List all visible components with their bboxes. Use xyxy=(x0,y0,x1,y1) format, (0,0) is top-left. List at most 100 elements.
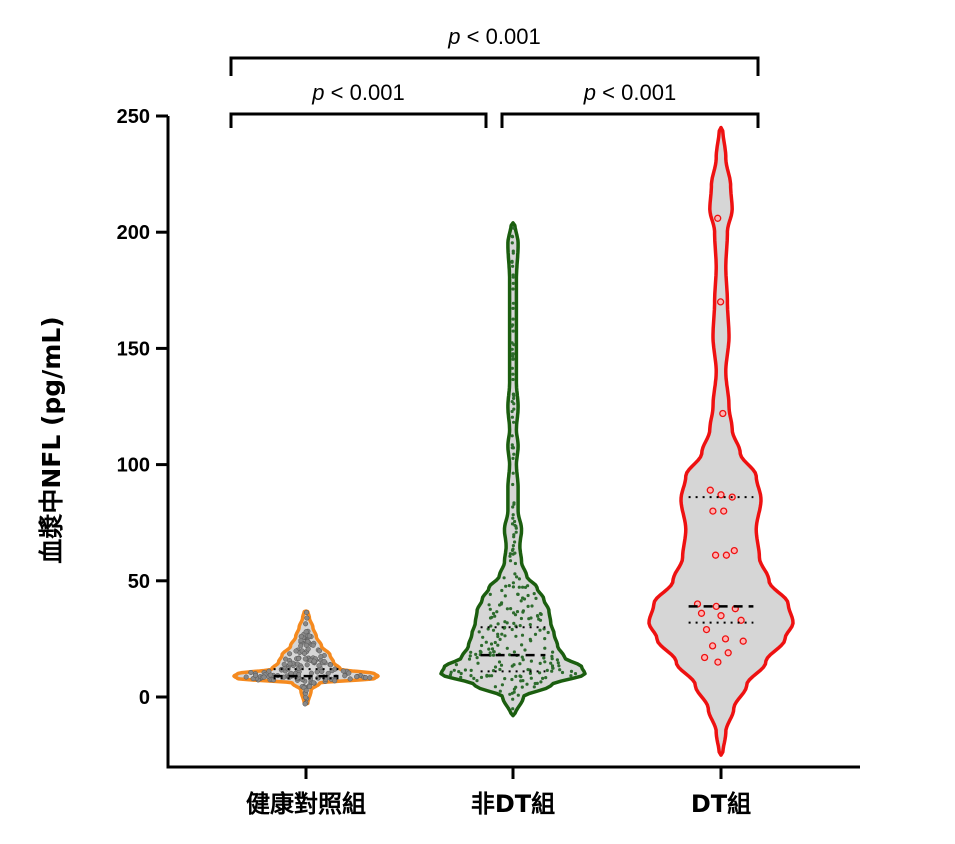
data-point xyxy=(511,251,515,255)
data-point xyxy=(507,584,511,588)
data-point xyxy=(363,675,369,681)
data-point xyxy=(303,621,309,627)
significance-brackets: p < 0.001 p < 0.001 p < 0.001 xyxy=(229,24,760,128)
data-point xyxy=(510,627,514,632)
data-point xyxy=(711,551,720,559)
data-point xyxy=(467,657,472,661)
data-point xyxy=(504,584,508,588)
data-point xyxy=(706,486,714,494)
data-point xyxy=(510,443,514,447)
data-point xyxy=(484,640,488,644)
data-point xyxy=(516,592,520,597)
data-point xyxy=(551,650,555,654)
data-point xyxy=(314,669,320,675)
data-point xyxy=(532,592,536,596)
y-tick-label: 200 xyxy=(117,222,150,244)
data-point xyxy=(514,634,518,638)
data-point xyxy=(517,585,521,589)
data-point xyxy=(512,621,516,626)
data-point xyxy=(293,648,299,654)
data-point xyxy=(543,637,547,641)
data-point xyxy=(523,648,527,652)
data-point xyxy=(716,298,725,306)
data-point xyxy=(510,691,514,695)
data-point xyxy=(487,603,491,607)
data-point xyxy=(510,260,514,264)
data-point xyxy=(459,675,463,679)
data-point xyxy=(493,685,497,689)
data-point xyxy=(261,674,267,680)
data-point xyxy=(325,670,331,676)
data-point xyxy=(489,642,494,646)
data-point xyxy=(520,633,525,637)
data-point xyxy=(346,670,352,676)
data-point xyxy=(489,624,493,628)
data-point xyxy=(491,628,496,632)
data-point xyxy=(503,620,507,624)
data-point xyxy=(521,609,526,613)
data-point xyxy=(700,653,709,662)
data-point xyxy=(296,655,302,662)
data-point xyxy=(463,668,467,672)
data-point xyxy=(485,674,489,678)
data-point xyxy=(498,637,502,642)
data-point xyxy=(475,679,479,683)
data-point xyxy=(514,530,518,534)
data-point xyxy=(318,654,324,660)
data-point xyxy=(287,661,293,667)
data-point xyxy=(266,668,272,674)
data-point xyxy=(541,676,545,681)
data-point xyxy=(319,668,325,675)
data-point xyxy=(525,682,529,686)
data-point xyxy=(513,540,517,544)
data-point xyxy=(488,592,492,597)
y-tick-label: 50 xyxy=(128,571,150,593)
data-point xyxy=(513,572,517,576)
data-point xyxy=(529,676,533,680)
data-point xyxy=(459,671,463,676)
data-point xyxy=(533,632,538,637)
data-point xyxy=(513,519,517,524)
data-point xyxy=(714,214,722,222)
data-point xyxy=(555,658,560,662)
data-point xyxy=(526,593,530,598)
data-point xyxy=(549,661,553,665)
data-point xyxy=(487,647,491,651)
data-point xyxy=(511,505,515,509)
data-point xyxy=(303,642,309,648)
data-point xyxy=(511,482,515,487)
data-point xyxy=(328,662,334,668)
data-point xyxy=(500,632,504,636)
data-point xyxy=(491,611,496,616)
data-point xyxy=(512,533,516,537)
p-value-label: p < 0.001 xyxy=(447,24,540,49)
data-point xyxy=(511,707,515,711)
data-point xyxy=(492,650,496,654)
data-point xyxy=(538,618,543,622)
violins xyxy=(232,125,795,757)
data-point xyxy=(526,668,530,672)
data-point xyxy=(513,561,518,566)
data-point xyxy=(520,643,524,647)
data-point xyxy=(569,669,574,674)
data-point xyxy=(476,661,480,665)
data-point xyxy=(511,396,516,400)
data-point xyxy=(496,632,500,636)
data-point xyxy=(283,656,289,662)
data-point xyxy=(529,659,534,663)
data-point xyxy=(573,672,578,676)
data-point xyxy=(500,683,504,687)
p-value-label: p < 0.001 xyxy=(311,80,404,105)
y-axis-label: 血漿中NFL (pg/mL) xyxy=(37,316,66,563)
data-point xyxy=(720,507,728,515)
data-point xyxy=(469,668,473,673)
data-point xyxy=(508,554,512,558)
data-point xyxy=(717,612,725,620)
data-point xyxy=(498,667,502,672)
data-point xyxy=(308,670,314,676)
data-point xyxy=(496,634,500,639)
data-point xyxy=(511,513,515,517)
data-point xyxy=(511,226,516,230)
data-point xyxy=(510,446,514,450)
y-tick-label: 150 xyxy=(117,338,150,360)
